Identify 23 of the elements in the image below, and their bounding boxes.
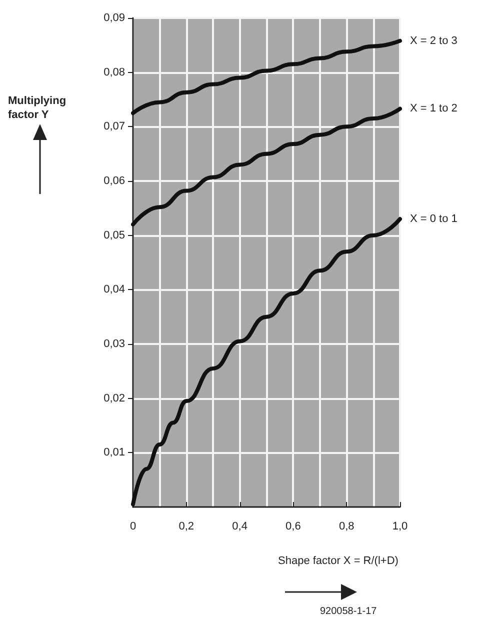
y-tick-label: 0,01 bbox=[104, 446, 125, 459]
y-axis-title: Multiplying factor Y bbox=[8, 94, 68, 122]
text: 920058-1-17 bbox=[320, 606, 377, 617]
y-tick-label: 0,05 bbox=[104, 229, 125, 242]
series-label: X = 1 to 2 bbox=[410, 102, 458, 115]
x-tick-label: 0,6 bbox=[286, 520, 301, 532]
y-tick-label: 0,09 bbox=[104, 12, 125, 24]
x-tick-label: 1,0 bbox=[392, 520, 408, 532]
series-label: X = 2 to 3 bbox=[410, 34, 458, 47]
x-tick-label: 0,4 bbox=[232, 520, 248, 532]
x-tick-label: 0,8 bbox=[338, 520, 354, 532]
line-series bbox=[131, 38, 402, 116]
x-tick-label: 0 bbox=[130, 520, 136, 532]
x-axis-title: Shape factor X = R/(l+D) bbox=[278, 555, 398, 567]
y-tick-label: 0,07 bbox=[104, 120, 125, 133]
y-tick-label: 0,03 bbox=[104, 338, 125, 350]
y-tick-label: 0,08 bbox=[104, 66, 125, 78]
y-tick-label: 0,06 bbox=[104, 175, 125, 187]
series-label: X = 0 to 1 bbox=[410, 213, 458, 226]
y-tick-label: 0,02 bbox=[104, 392, 125, 404]
y-tick-label: 0,04 bbox=[104, 284, 125, 296]
line-series bbox=[131, 106, 402, 226]
x-tick-label: 0,2 bbox=[178, 520, 194, 532]
